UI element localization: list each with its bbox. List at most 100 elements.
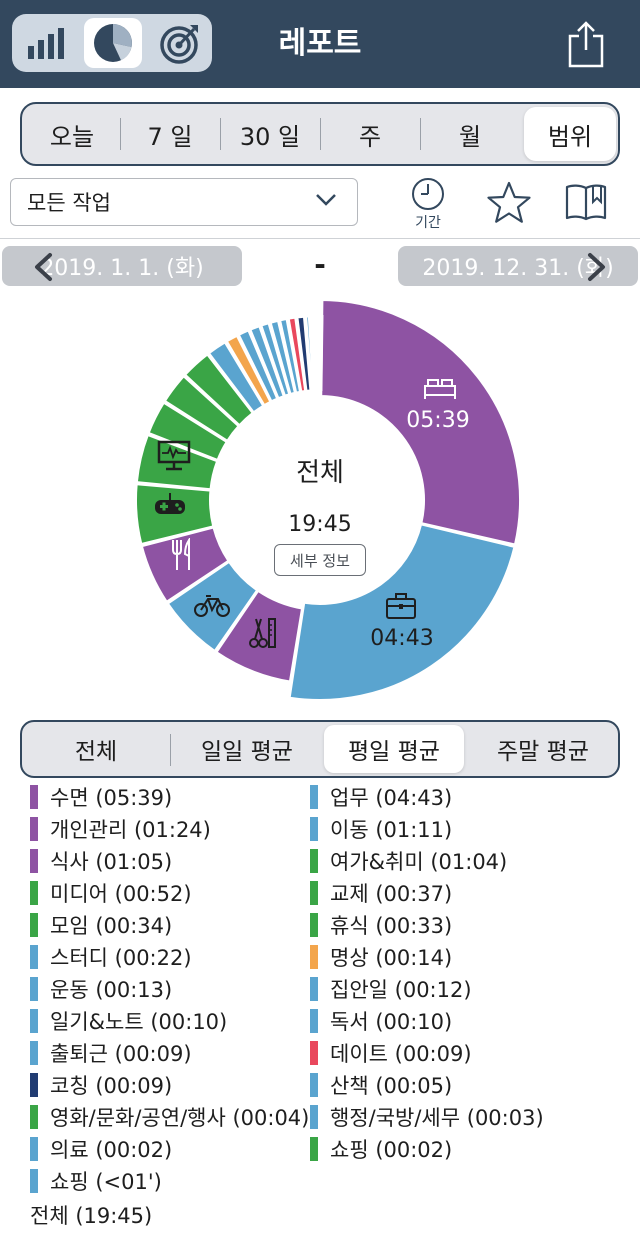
legend-item: 운동 (00:13) [30,974,172,1004]
donut-slice[interactable] [183,353,255,427]
legend-label: 출퇴근 (00:09) [50,1042,192,1066]
donut-slice[interactable] [166,560,259,653]
legend-item: 수면 (05:39) [30,782,172,812]
divider [420,118,421,150]
donut-slice[interactable] [249,325,285,400]
detail-info-button[interactable]: 세부 정보 [274,544,366,576]
donut-slice[interactable] [207,341,265,414]
legend-label: 운동 (00:13) [50,978,173,1002]
donut-slice[interactable] [225,334,272,407]
average-tab-weekend[interactable]: 주말 평균 [497,739,589,765]
legend-label: 스터디 (00:22) [50,946,192,970]
donut-slice[interactable] [287,316,307,393]
legend-swatch [30,1169,38,1193]
donut-slice[interactable] [296,315,312,392]
slice-label-work: 04:43 [370,626,434,651]
period-tab-7days[interactable]: 7 일 [147,122,193,151]
legend-swatch [30,1073,38,1097]
legend-label: 업무 (04:43) [330,786,453,810]
legend-swatch [310,1073,318,1097]
legend-swatch [30,945,38,969]
legend-item: 쇼핑 (<01') [30,1166,162,1196]
period-tab-month[interactable]: 월 [458,122,482,151]
average-tab-all[interactable]: 전체 [74,739,118,765]
donut-slice[interactable] [313,315,319,392]
donut-slice[interactable] [163,374,240,443]
legend-label: 휴식 (00:33) [330,914,453,938]
donut-slice[interactable] [237,329,279,403]
legend-item: 개인관리 (01:24) [30,814,211,844]
legend-item: 미디어 (00:52) [30,878,192,908]
period-tab-week[interactable]: 주 [358,122,382,151]
donut-slice[interactable] [278,317,302,394]
legend-label: 코칭 (00:09) [50,1074,173,1098]
donut-slice[interactable] [320,299,521,546]
donut-slice[interactable] [309,315,317,392]
donut-slice[interactable] [140,526,230,604]
chevron-down-icon [316,194,336,206]
period-button[interactable]: 기간 [404,178,452,234]
task-filter-value: 모든 작업 [27,191,111,215]
average-tab-weekday[interactable]: 평일 평균 [324,725,464,773]
legend-item: 스터디 (00:22) [30,942,192,972]
favorite-button[interactable] [486,180,532,226]
donut-slice[interactable] [260,322,291,397]
end-date-button[interactable]: 2019. 12. 31. (화) [398,246,638,286]
legend-swatch [30,913,38,937]
legend-label: 산책 (00:05) [330,1074,453,1098]
date-range-separator: - [314,248,326,281]
gamepad-icon [155,493,185,514]
bar-chart-view-button[interactable] [18,18,76,68]
period-tab-30days[interactable]: 30 일 [239,122,301,151]
pie-chart-view-button[interactable] [84,18,142,68]
fork-knife-icon [172,538,190,570]
legend-label: 쇼핑 (00:02) [330,1138,453,1162]
donut-slice[interactable] [147,401,228,462]
legend-total: 전체 (19:45) [30,1204,153,1228]
donut-slice[interactable] [269,319,297,396]
legend-item: 행정/국방/세무 (00:03) [310,1102,544,1132]
legend-swatch [310,849,318,873]
legend-label: 집안일 (00:12) [330,978,472,1002]
legend-label: 일기&노트 (00:10) [50,1010,228,1034]
start-date-button[interactable]: 2019. 1. 1. (화) [2,246,242,286]
period-tab-today[interactable]: 오늘 [49,122,95,151]
legend-label: 영화/문화/공연/행사 (00:04) [50,1106,310,1130]
target-view-button[interactable] [150,18,208,68]
view-switcher [12,14,212,72]
average-tab-daily[interactable]: 일일 평균 [201,739,293,765]
next-arrow-icon[interactable] [586,252,608,282]
donut-slice[interactable] [320,314,324,392]
bookmark-button[interactable] [564,180,608,224]
period-segmented-control: 오늘 7 일 30 일 주 월 범위 [20,102,620,166]
divider [170,734,171,766]
slice-label-sleep: 05:39 [406,408,470,433]
legend-label: 명상 (00:14) [330,946,453,970]
donut-slice[interactable] [135,483,215,546]
legend-item: 교제 (00:37) [310,878,452,908]
legend-item: 이동 (01:11) [310,814,452,844]
pie-chart-icon [94,24,132,62]
legend-item: 여가&취미 (01:04) [310,846,507,876]
legend-item: 집안일 (00:12) [310,974,472,1004]
donut-slice[interactable] [288,523,516,701]
legend-item: 일기&노트 (00:10) [30,1006,227,1036]
donut-slice[interactable] [215,589,304,683]
legend-item: 산책 (00:05) [310,1070,452,1100]
legend-item: 모임 (00:34) [30,910,172,940]
legend-swatch [310,817,318,841]
clock-icon [412,178,444,210]
period-tab-range[interactable]: 범위 [524,107,616,161]
task-filter-dropdown[interactable]: 모든 작업 [10,178,358,226]
donut-slice[interactable] [305,315,315,392]
legend-item: 독서 (00:10) [310,1006,452,1036]
previous-arrow-icon[interactable] [32,252,54,282]
bed-icon [424,379,456,399]
legend-label: 교제 (00:37) [330,882,453,906]
legend-item: 영화/문화/공연/행사 (00:04) [30,1102,309,1132]
legend-label: 독서 (00:10) [330,1010,453,1034]
share-button[interactable] [566,20,606,68]
page-title: 레포트 [278,26,362,61]
legend-swatch [30,1009,38,1033]
legend-label: 식사 (01:05) [50,850,173,874]
